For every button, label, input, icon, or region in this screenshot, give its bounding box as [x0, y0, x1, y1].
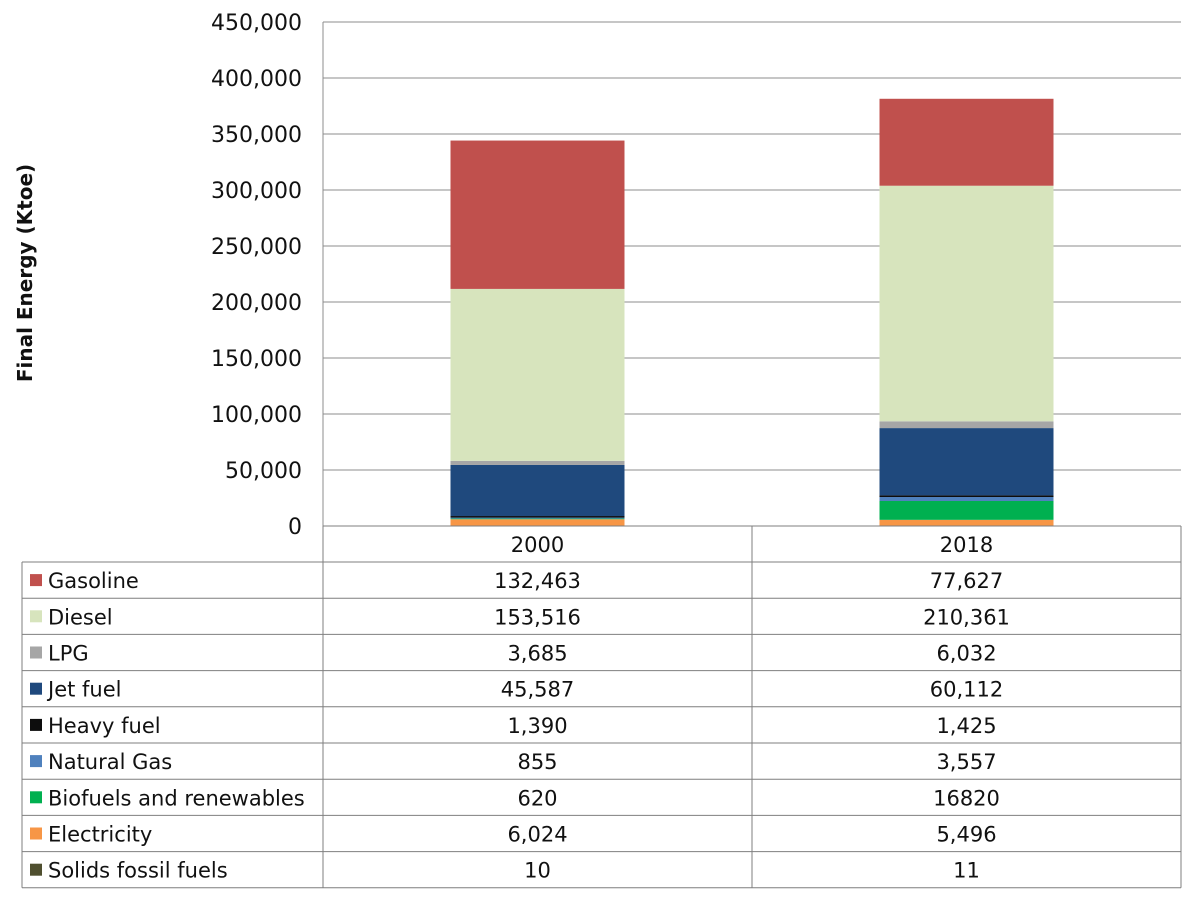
- legend-label-natural-gas: Natural Gas: [48, 750, 172, 774]
- y-tick-label: 200,000: [211, 291, 302, 316]
- y-axis: 0 50,000 100,000 150,000 200,000 250,000 300,0…: [211, 11, 302, 540]
- legend-swatch-biofuels-and-renewables: [30, 791, 42, 804]
- data-label-electricity-2000: 6,024: [507, 823, 567, 847]
- bar-segment-biofuels-and-renewables-2018: [879, 500, 1054, 520]
- data-label-natural-gas-2018: 3,557: [936, 750, 996, 774]
- data-label-gasoline-2000: 132,463: [494, 569, 581, 593]
- bar-segment-diesel-2000: [450, 288, 625, 461]
- legend-label-lpg: LPG: [48, 642, 89, 666]
- data-label-solids-fossil-fuels-2000: 10: [524, 859, 551, 883]
- legend-swatch-lpg: [30, 646, 42, 659]
- data-label-heavy-fuel-2000: 1,390: [507, 714, 567, 738]
- data-label-electricity-2018: 5,496: [936, 823, 996, 847]
- y-axis-label: Final Energy (Ktoe): [13, 164, 37, 382]
- data-label-jet-fuel-2000: 45,587: [501, 678, 574, 702]
- legend-label-heavy-fuel: Heavy fuel: [48, 714, 161, 738]
- data-table: 2000 2018 Gasoline 132,463 77,627 Diesel 153,5…: [21, 525, 1182, 889]
- bar-segment-natural-gas-2000: [450, 517, 625, 519]
- bar-segment-lpg-2018: [879, 421, 1054, 429]
- y-tick-label: 50,000: [225, 459, 302, 484]
- data-label-natural-gas-2000: 855: [517, 750, 557, 774]
- bar-segment-natural-gas-2018: [879, 497, 1054, 501]
- bar-segment-diesel-2018: [879, 185, 1054, 422]
- legend-swatch-gasoline: [30, 574, 42, 587]
- bar-segment-jet-fuel-2018: [879, 428, 1054, 496]
- bar-segment-jet-fuel-2000: [450, 464, 625, 517]
- data-label-gasoline-2018: 77,627: [930, 569, 1003, 593]
- y-tick-label: 150,000: [211, 347, 302, 372]
- data-label-jet-fuel-2018: 60,112: [930, 678, 1003, 702]
- x-category-label: 2000: [511, 533, 564, 557]
- y-tick-label: 250,000: [211, 235, 302, 260]
- data-label-biofuels-and-renewables-2018: 16820: [933, 786, 1000, 810]
- y-tick-label: 400,000: [211, 67, 302, 92]
- x-category-label: 2018: [940, 533, 993, 557]
- legend-swatch-heavy-fuel: [30, 718, 42, 731]
- legend-label-gasoline: Gasoline: [48, 569, 139, 593]
- bar-segment-electricity-2018: [879, 519, 1054, 526]
- legend-label-biofuels-and-renewables: Biofuels and renewables: [48, 786, 305, 810]
- bar-segment-gasoline-2018: [879, 98, 1054, 186]
- y-tick-label: 350,000: [211, 123, 302, 148]
- y-tick-label: 300,000: [211, 179, 302, 204]
- legend-swatch-natural-gas: [30, 755, 42, 768]
- data-label-heavy-fuel-2018: 1,425: [936, 714, 996, 738]
- legend-label-electricity: Electricity: [48, 823, 152, 847]
- data-label-diesel-2018: 210,361: [923, 605, 1010, 629]
- bar-segment-lpg-2000: [450, 460, 625, 465]
- legend-label-jet-fuel: Jet fuel: [46, 678, 121, 702]
- data-label-diesel-2000: 153,516: [494, 605, 581, 629]
- legend-swatch-jet-fuel: [30, 682, 42, 695]
- data-label-lpg-2000: 3,685: [507, 642, 567, 666]
- bars: [450, 98, 1054, 527]
- legend-swatch-solids-fossil-fuels: [30, 863, 42, 876]
- data-label-solids-fossil-fuels-2018: 11: [953, 859, 980, 883]
- bar-segment-gasoline-2000: [450, 140, 625, 289]
- legend-label-diesel: Diesel: [48, 605, 113, 629]
- y-tick-label: 450,000: [211, 11, 302, 36]
- data-label-biofuels-and-renewables-2000: 620: [517, 786, 557, 810]
- bar-segment-heavy-fuel-2000: [450, 516, 625, 518]
- bar-segment-heavy-fuel-2018: [879, 495, 1054, 498]
- y-tick-label: 100,000: [211, 403, 302, 428]
- bar-segment-biofuels-and-renewables-2000: [450, 518, 625, 520]
- bar-segment-electricity-2000: [450, 519, 625, 526]
- legend-swatch-electricity: [30, 827, 42, 840]
- data-label-lpg-2018: 6,032: [936, 642, 996, 666]
- y-tick-label: 0: [288, 515, 302, 540]
- legend-swatch-diesel: [30, 610, 42, 623]
- legend-label-solids-fossil-fuels: Solids fossil fuels: [48, 859, 228, 883]
